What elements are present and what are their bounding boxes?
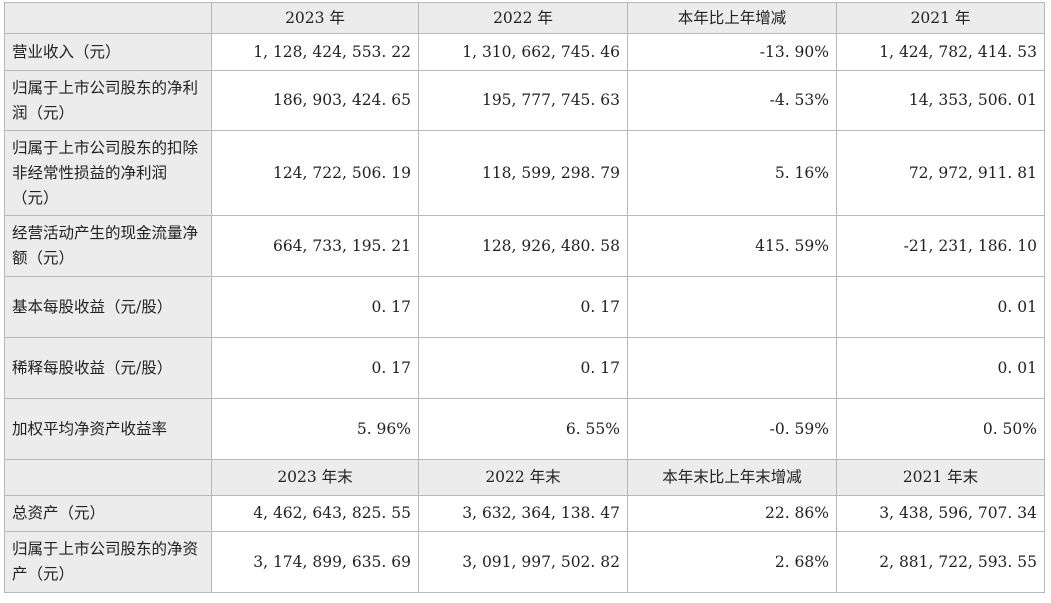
value-cell: 0. 01 xyxy=(836,337,1045,399)
value-cell: -21, 231, 186. 10 xyxy=(836,215,1045,277)
row-label: 稀释每股收益（元/股） xyxy=(4,337,212,399)
header-cell: 本年末比上年末增减 xyxy=(627,459,837,496)
row-label: 加权平均净资产收益率 xyxy=(4,398,212,460)
value-cell: 128, 926, 480. 58 xyxy=(418,215,628,277)
value-cell: 14, 353, 506. 01 xyxy=(836,70,1045,131)
row-label: 总资产（元） xyxy=(4,495,212,532)
value-cell: -4. 53% xyxy=(627,70,837,131)
value-cell: 195, 777, 745. 63 xyxy=(418,70,628,131)
header-cell: 2021 年末 xyxy=(836,459,1045,496)
value-cell: 1, 424, 782, 414. 53 xyxy=(836,33,1045,71)
value-cell: 3, 438, 596, 707. 34 xyxy=(836,495,1045,532)
table-row: 稀释每股收益（元/股） 0. 17 0. 17 0. 01 xyxy=(4,337,1045,399)
table-row: 归属于上市公司股东的净资产（元） 3, 174, 899, 635. 69 3,… xyxy=(4,531,1045,593)
value-cell: 1, 128, 424, 553. 22 xyxy=(211,33,419,71)
value-cell: 6. 55% xyxy=(418,398,628,460)
value-cell: 3, 091, 997, 502. 82 xyxy=(418,531,628,593)
table-row: 总资产（元） 4, 462, 643, 825. 55 3, 632, 364,… xyxy=(4,495,1045,532)
header-row: 2023 年 2022 年 本年比上年增减 2021 年 xyxy=(4,2,1045,34)
value-cell: 0. 17 xyxy=(418,337,628,399)
value-cell: 1, 310, 662, 745. 46 xyxy=(418,33,628,71)
row-label: 基本每股收益（元/股） xyxy=(4,276,212,338)
table-row: 经营活动产生的现金流量净额（元） 664, 733, 195. 21 128, … xyxy=(4,215,1045,277)
table-row: 加权平均净资产收益率 5. 96% 6. 55% -0. 59% 0. 50% xyxy=(4,398,1045,460)
header-cell: 2023 年末 xyxy=(211,459,419,496)
value-cell: 0. 01 xyxy=(836,276,1045,338)
value-cell: 415. 59% xyxy=(627,215,837,277)
value-cell: 0. 17 xyxy=(211,337,419,399)
value-cell: 0. 17 xyxy=(418,276,628,338)
row-label: 营业收入（元） xyxy=(4,33,212,71)
value-cell: 2, 881, 722, 593. 55 xyxy=(836,531,1045,593)
value-cell: 124, 722, 506. 19 xyxy=(211,130,419,216)
header-corner-cell xyxy=(4,2,212,34)
header-cell: 2021 年 xyxy=(836,2,1045,34)
value-cell xyxy=(627,337,837,399)
financial-summary-table: 2023 年 2022 年 本年比上年增减 2021 年 营业收入（元） 1, … xyxy=(4,2,1045,593)
value-cell: 5. 16% xyxy=(627,130,837,216)
row-label: 经营活动产生的现金流量净额（元） xyxy=(4,215,212,277)
value-cell: 5. 96% xyxy=(211,398,419,460)
value-cell: 4, 462, 643, 825. 55 xyxy=(211,495,419,532)
value-cell: -0. 59% xyxy=(627,398,837,460)
header-cell: 2023 年 xyxy=(211,2,419,34)
value-cell: 186, 903, 424. 65 xyxy=(211,70,419,131)
table-row: 归属于上市公司股东的净利润（元） 186, 903, 424. 65 195, … xyxy=(4,70,1045,131)
value-cell: 2. 68% xyxy=(627,531,837,593)
value-cell: 22. 86% xyxy=(627,495,837,532)
row-label: 归属于上市公司股东的净利润（元） xyxy=(4,70,212,131)
value-cell: 3, 174, 899, 635. 69 xyxy=(211,531,419,593)
row-label: 归属于上市公司股东的扣除非经常性损益的净利润（元） xyxy=(4,130,212,216)
header-corner-cell xyxy=(4,459,212,496)
header-row: 2023 年末 2022 年末 本年末比上年末增减 2021 年末 xyxy=(4,459,1045,496)
row-label: 归属于上市公司股东的净资产（元） xyxy=(4,531,212,593)
value-cell xyxy=(627,276,837,338)
value-cell: -13. 90% xyxy=(627,33,837,71)
value-cell: 0. 50% xyxy=(836,398,1045,460)
table-row: 归属于上市公司股东的扣除非经常性损益的净利润（元） 124, 722, 506.… xyxy=(4,130,1045,216)
value-cell: 3, 632, 364, 138. 47 xyxy=(418,495,628,532)
value-cell: 72, 972, 911. 81 xyxy=(836,130,1045,216)
header-cell: 2022 年末 xyxy=(418,459,628,496)
table-row: 基本每股收益（元/股） 0. 17 0. 17 0. 01 xyxy=(4,276,1045,338)
value-cell: 118, 599, 298. 79 xyxy=(418,130,628,216)
value-cell: 664, 733, 195. 21 xyxy=(211,215,419,277)
header-cell: 本年比上年增减 xyxy=(627,2,837,34)
header-cell: 2022 年 xyxy=(418,2,628,34)
value-cell: 0. 17 xyxy=(211,276,419,338)
table-row: 营业收入（元） 1, 128, 424, 553. 22 1, 310, 662… xyxy=(4,33,1045,71)
